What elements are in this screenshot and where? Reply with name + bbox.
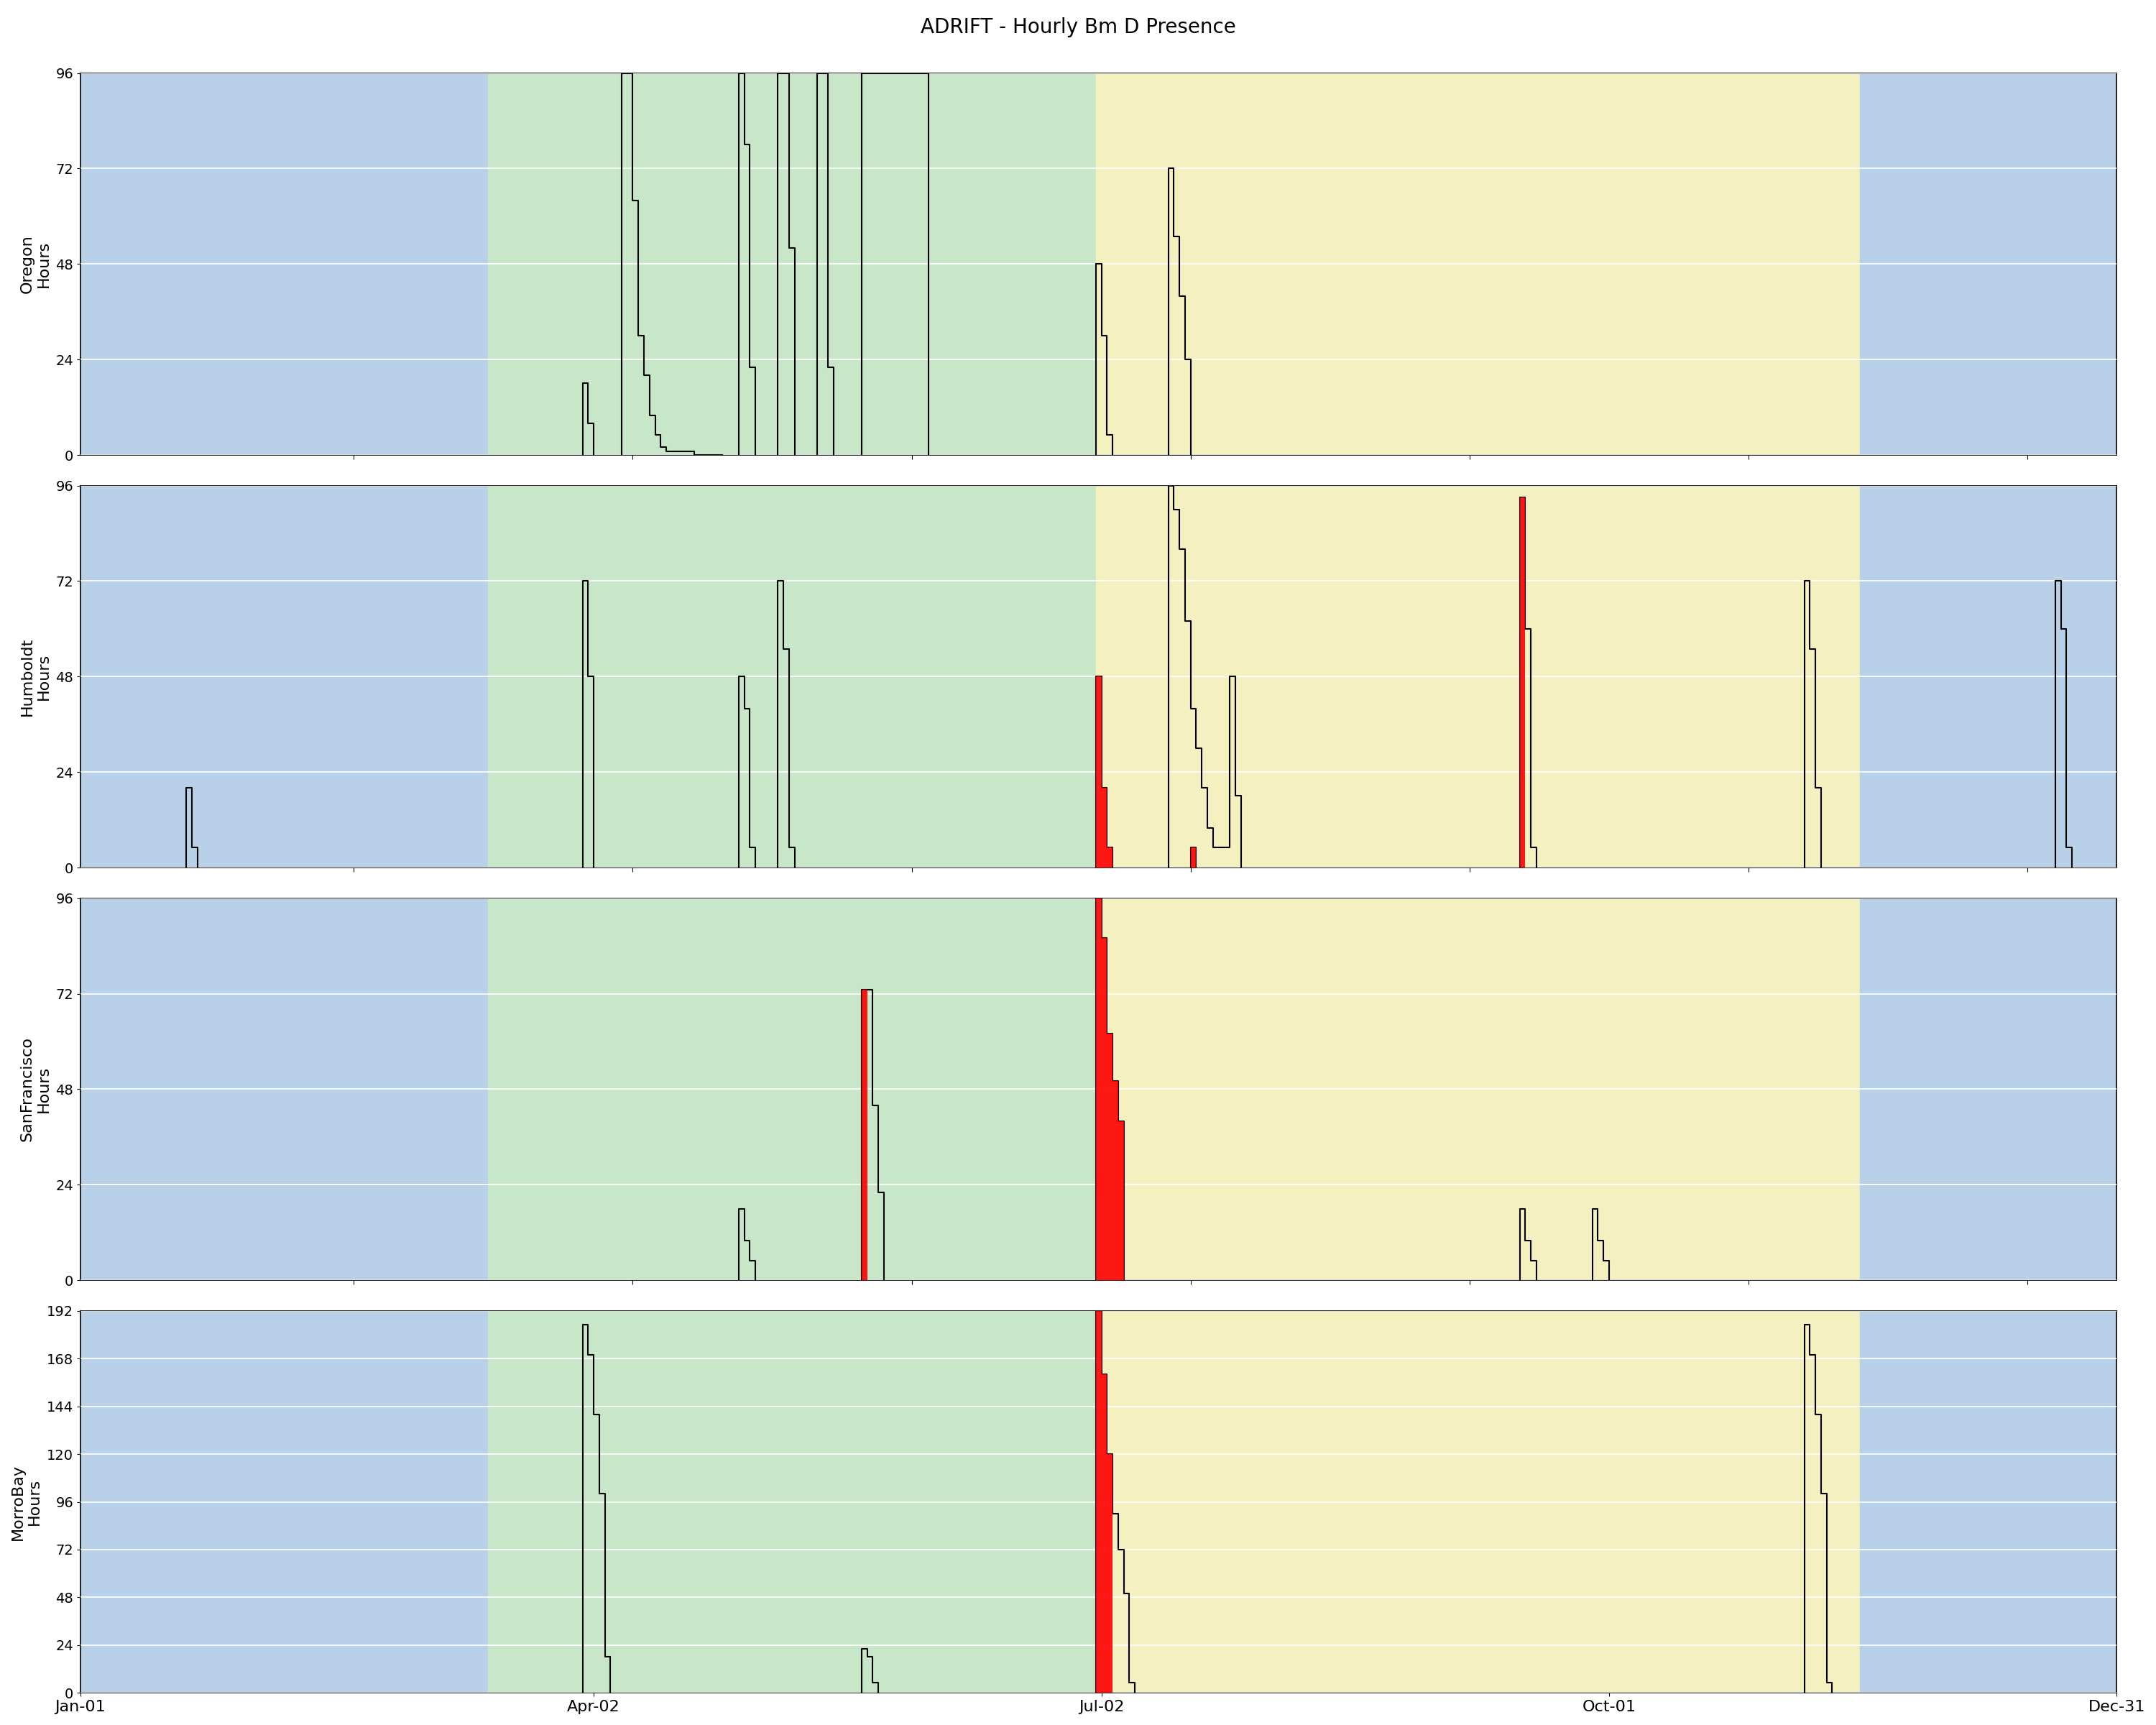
Bar	[487, 72, 1095, 455]
Bar	[1106, 1454, 1112, 1692]
Bar	[1095, 72, 1861, 455]
Bar	[1102, 1375, 1106, 1692]
Text: ADRIFT - Hourly Bm D Presence: ADRIFT - Hourly Bm D Presence	[921, 17, 1235, 38]
Bar	[1095, 1311, 1861, 1692]
Bar	[1095, 899, 1102, 1280]
Bar	[487, 899, 1095, 1280]
Bar	[862, 990, 867, 1280]
Bar	[487, 485, 1095, 868]
Bar	[1095, 899, 1861, 1280]
Bar	[1119, 1121, 1123, 1280]
Bar	[80, 72, 487, 455]
Bar	[80, 485, 487, 868]
Bar	[487, 1311, 1095, 1692]
Bar	[80, 1311, 487, 1692]
Y-axis label: MorroBay
Hours: MorroBay Hours	[11, 1465, 41, 1540]
Bar	[1190, 847, 1197, 868]
Bar	[1861, 485, 2117, 868]
Y-axis label: Humboldt
Hours: Humboldt Hours	[19, 637, 52, 716]
Bar	[80, 899, 487, 1280]
Bar	[1102, 788, 1106, 868]
Bar	[1106, 1033, 1112, 1280]
Bar	[1861, 1311, 2117, 1692]
Bar	[1112, 1082, 1119, 1280]
Bar	[1861, 899, 2117, 1280]
Y-axis label: Oregon
Hours: Oregon Hours	[19, 235, 52, 293]
Y-axis label: SanFrancisco
Hours: SanFrancisco Hours	[19, 1037, 52, 1142]
Bar	[1095, 676, 1102, 868]
Bar	[1861, 72, 2117, 455]
Bar	[1106, 847, 1112, 868]
Bar	[1520, 497, 1524, 868]
Bar	[1095, 485, 1861, 868]
Bar	[1095, 1311, 1102, 1692]
Bar	[1102, 938, 1106, 1280]
